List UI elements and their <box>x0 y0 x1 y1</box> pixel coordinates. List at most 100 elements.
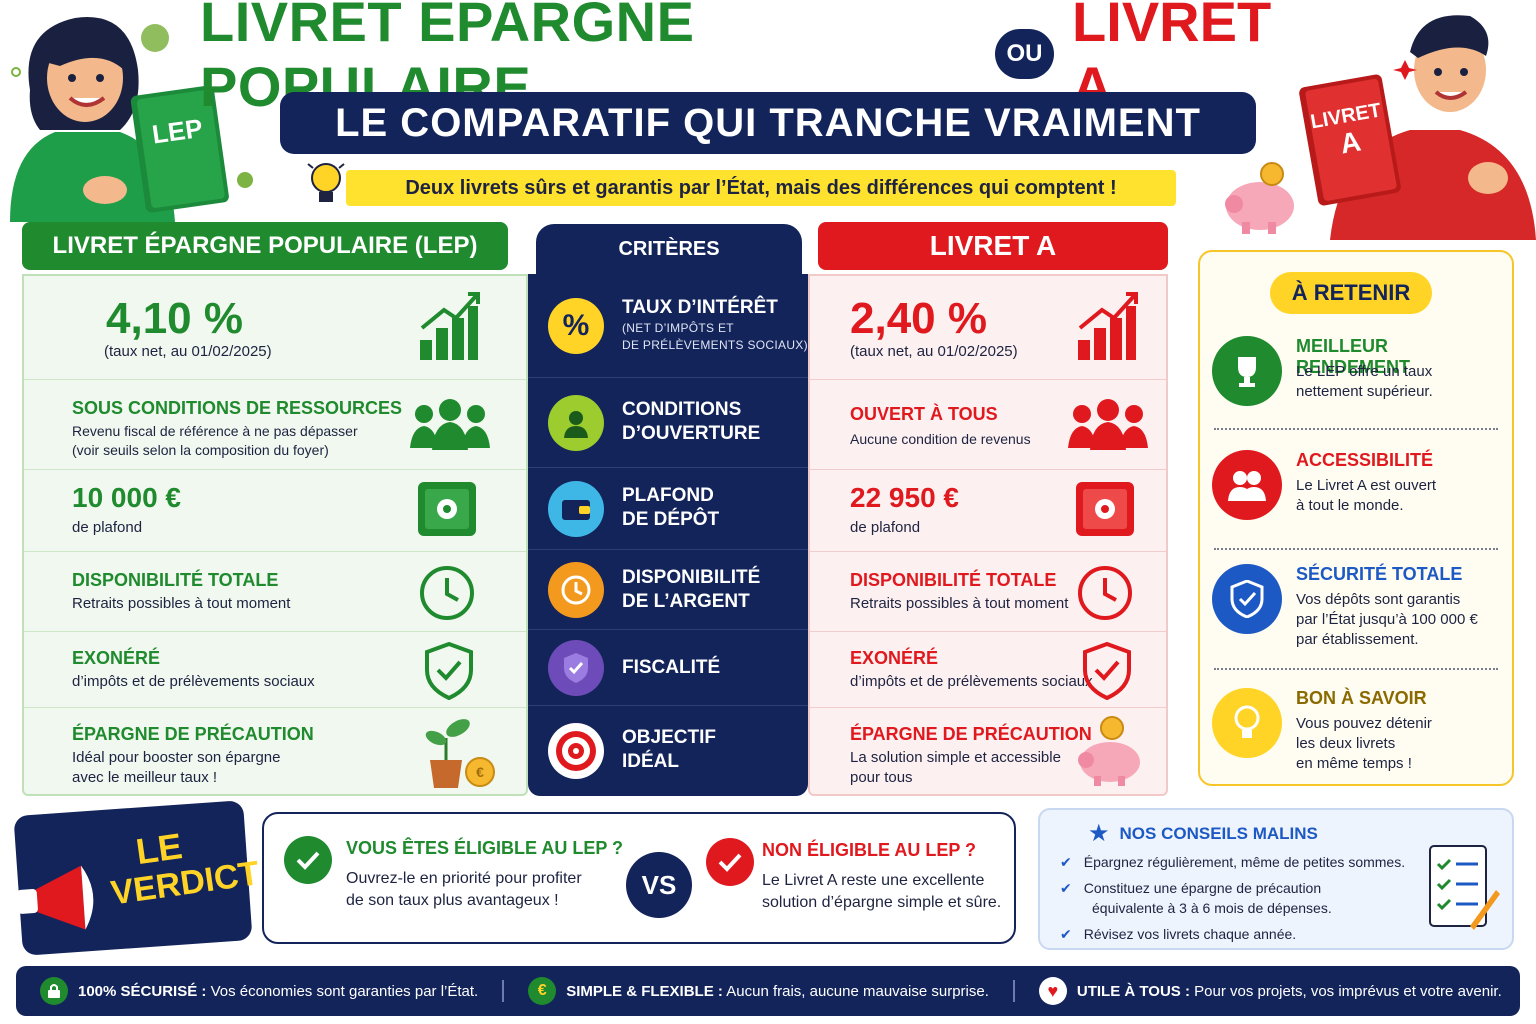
livret-conditions-text: Aucune condition de revenus <box>850 431 1031 447</box>
lep-conditions-text-2: (voir seuils selon la composition du foy… <box>72 442 329 458</box>
check-icon <box>284 836 332 884</box>
conseil-item-continued: équivalente à 3 à 6 mois de dépenses. <box>1092 900 1332 916</box>
critere-taux-sub-1: (NET D’IMPÔTS ET <box>622 321 734 335</box>
critere-conditions-2: D’OUVERTURE <box>622 423 761 444</box>
lep-dispo-text: Retraits possibles à tout moment <box>72 595 291 612</box>
megaphone-icon <box>16 865 94 930</box>
footer-securise-text: Vos économies sont garanties par l’État. <box>210 982 479 1000</box>
lep-row-taux: 4,10 % (taux net, au 01/02/2025) <box>24 276 526 380</box>
retenir-securite-t2: par l’État jusqu’à 100 000 € <box>1296 611 1478 628</box>
critere-taux-sub-2: DE PRÉLÈVEMENTS SOCIAUX) <box>622 338 808 352</box>
conseils-title: NOS CONSEILS MALINS <box>1119 824 1318 843</box>
lep-row-objectif: ÉPARGNE DE PRÉCAUTION Idéal pour booster… <box>24 708 526 798</box>
livret-plafond-value: 22 950 € <box>850 482 959 513</box>
livret-objectif-title: ÉPARGNE DE PRÉCAUTION <box>850 724 1092 744</box>
shield-check-icon <box>548 640 604 696</box>
column-header-lep: LIVRET ÉPARGNE POPULAIRE (LEP) <box>22 222 508 270</box>
retenir-bon-a-savoir-t1: Vous pouvez détenir <box>1296 715 1432 732</box>
livret-objectif-text-1: La solution simple et accessible <box>850 749 1061 766</box>
critere-row-plafond: PLAFOND DE DÉPÔT <box>528 468 808 550</box>
shield-check-icon <box>1212 564 1282 634</box>
shield-check-icon <box>425 642 473 700</box>
group-people-icon <box>1068 399 1148 450</box>
column-header-livret-a: LIVRET A <box>818 222 1168 270</box>
lep-column: 4,10 % (taux net, au 01/02/2025) SOUS CO… <box>22 274 528 796</box>
livret-row-conditions: OUVERT À TOUS Aucune condition de revenu… <box>810 380 1166 470</box>
footer-bar: 100% SÉCURISÉ : Vos économies sont garan… <box>16 966 1520 1016</box>
critere-plafond-1: PLAFOND <box>622 485 714 506</box>
subtitle-banner: LE COMPARATIF QUI TRANCHE VRAIMENT <box>280 92 1256 154</box>
lep-plafond-value: 10 000 € <box>72 482 181 513</box>
critere-dispo-2: DE L’ARGENT <box>622 591 750 612</box>
wallet-icon <box>548 481 604 537</box>
livret-fiscalite-title: EXONÉRÉ <box>850 648 939 668</box>
livret-row-fiscalite: EXONÉRÉ d’impôts et de prélèvements soci… <box>810 632 1166 708</box>
woman-holding-lep-illustration: LEP <box>10 17 253 222</box>
critere-taux-label: TAUX D’INTÉRÊT <box>622 297 778 318</box>
lep-fiscalite-title: EXONÉRÉ <box>72 648 161 668</box>
lep-row-fiscalite: EXONÉRÉ d’impôts et de prélèvements soci… <box>24 632 526 708</box>
retenir-accessibilite-t2: à tout le monde. <box>1296 497 1404 514</box>
heart-icon: ♥ <box>1038 977 1067 1005</box>
lep-taux-value: 4,10 % <box>106 294 243 343</box>
eligible-text-1: Ouvrez-le en priorité pour profiter <box>346 870 582 887</box>
check-icon: ✔ <box>1060 926 1072 942</box>
non-eligible-title: NON ÉLIGIBLE AU LEP ? <box>762 840 977 860</box>
retenir-bon-a-savoir-t3: en même temps ! <box>1296 755 1412 772</box>
a-retenir-tag: À RETENIR <box>1270 272 1432 314</box>
column-header-criteres: CRITÈRES <box>536 224 802 274</box>
footer-utile-text: Pour vos projets, vos imprévus et votre … <box>1194 982 1502 1000</box>
livret-objectif-text-2: pour tous <box>850 769 913 786</box>
retenir-rendement-title: MEILLEUR RENDEMENT <box>1296 336 1411 377</box>
divider <box>1214 668 1498 670</box>
check-icon: ✔ <box>1060 880 1072 896</box>
safe-icon <box>1076 482 1134 536</box>
safe-icon <box>418 482 476 536</box>
divider <box>1012 980 1015 1002</box>
footer-simple-text: Aucun frais, aucune mauvaise surprise. <box>726 982 989 1000</box>
piggy-bank-icon <box>1078 716 1140 786</box>
lep-objectif-title: ÉPARGNE DE PRÉCAUTION <box>72 724 314 744</box>
critere-row-taux: % TAUX D’INTÉRÊT (NET D’IMPÔTS ET DE PRÉ… <box>528 274 808 378</box>
retenir-bon-a-savoir-t2: les deux livrets <box>1296 735 1396 752</box>
lep-conditions-title: SOUS CONDITIONS DE RESSOURCES <box>72 398 403 418</box>
livret-row-taux: 2,40 % (taux net, au 01/02/2025) <box>810 276 1166 380</box>
lep-row-disponibilite: DISPONIBILITÉ TOTALE Retraits possibles … <box>24 552 526 632</box>
ou-badge: OU <box>994 29 1055 79</box>
target-icon <box>548 723 604 779</box>
livret-taux-value: 2,40 % <box>850 294 987 343</box>
critere-dispo-1: DISPONIBILITÉ <box>622 567 761 588</box>
livret-dispo-text: Retraits possibles à tout moment <box>850 595 1069 612</box>
footer-simple-bold: SIMPLE & FLEXIBLE : <box>566 982 723 1000</box>
critere-row-objectif: OBJECTIF IDÉAL <box>528 706 808 796</box>
svg-text:€: € <box>476 764 484 780</box>
critere-objectif-1: OBJECTIF <box>622 727 716 748</box>
lep-objectif-text-1: Idéal pour booster son épargne <box>72 749 281 766</box>
people-icon <box>1212 450 1282 520</box>
lep-plafond-text: de plafond <box>72 519 143 536</box>
lep-fiscalite-text: d’impôts et de prélèvements sociaux <box>72 673 315 690</box>
clock-icon <box>420 566 474 620</box>
lep-dispo-title: DISPONIBILITÉ TOTALE <box>72 570 279 590</box>
chart-growth-icon <box>420 292 480 360</box>
divider <box>1214 428 1498 430</box>
conseil-item: ✔ Épargnez régulièrement, même de petites… <box>1060 854 1406 870</box>
critere-plafond-2: DE DÉPÔT <box>622 509 720 530</box>
livret-row-objectif: ÉPARGNE DE PRÉCAUTION La solution simple… <box>810 708 1166 798</box>
main-title: LIVRET ÉPARGNE POPULAIRE OU LIVRET A, <box>200 0 1320 118</box>
plant-coin-icon: € <box>425 719 495 788</box>
chart-growth-icon <box>1078 292 1138 360</box>
person-icon <box>548 395 604 451</box>
livret-conditions-title: OUVERT À TOUS <box>850 404 998 424</box>
livret-row-disponibilite: DISPONIBILITÉ TOTALE Retraits possibles … <box>810 552 1166 632</box>
retenir-bon-a-savoir-title: BON À SAVOIR <box>1296 688 1427 708</box>
livret-row-plafond: 22 950 € de plafond <box>810 470 1166 552</box>
retenir-securite-title: SÉCURITÉ TOTALE <box>1296 564 1463 584</box>
footer-utile-bold: UTILE À TOUS : <box>1076 982 1190 1000</box>
lightbulb-icon <box>1212 688 1282 758</box>
lep-row-plafond: 10 000 € de plafond <box>24 470 526 552</box>
critere-row-conditions: CONDITIONS D’OUVERTURE <box>528 378 808 468</box>
clock-icon <box>1078 566 1132 620</box>
retenir-accessibilite-title: ACCESSIBILITÉ <box>1296 450 1434 470</box>
group-people-icon <box>410 399 490 450</box>
